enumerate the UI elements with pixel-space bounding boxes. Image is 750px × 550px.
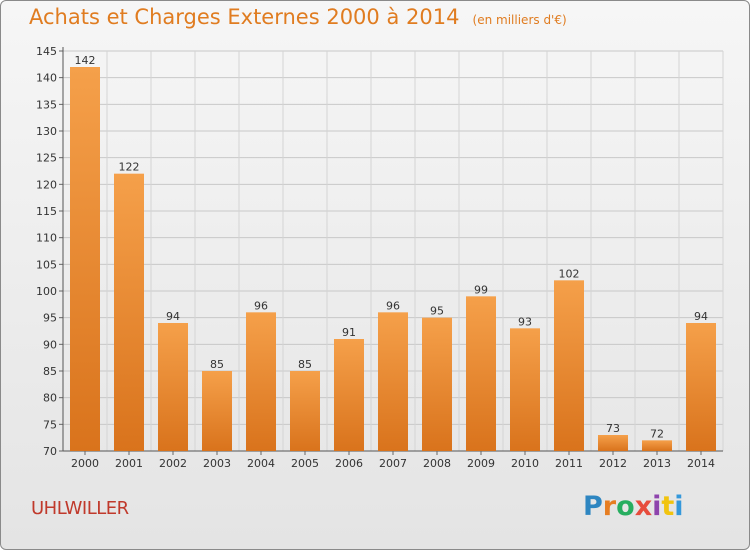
x-tick-label: 2007: [379, 457, 407, 470]
x-tick-label: 2004: [247, 457, 275, 470]
data-label: 122: [119, 161, 140, 174]
data-label: 142: [75, 54, 96, 67]
y-tick-label: 70: [43, 445, 57, 458]
data-label: 94: [694, 310, 708, 323]
commune-name: UHLWILLER: [31, 498, 129, 519]
data-label: 102: [559, 267, 580, 280]
logo-letter: P: [583, 491, 603, 522]
bar-2010[interactable]: [510, 328, 540, 451]
y-tick-label: 85: [43, 365, 57, 378]
y-tick-label: 120: [36, 178, 57, 191]
x-tick-label: 2008: [423, 457, 451, 470]
bar-2009[interactable]: [466, 296, 496, 451]
y-tick-label: 100: [36, 285, 57, 298]
title-row: Achats et Charges Externes 2000 à 2014 (…: [29, 5, 567, 29]
bar-2013[interactable]: [642, 440, 672, 451]
x-tick-label: 2006: [335, 457, 363, 470]
data-label: 96: [386, 299, 400, 312]
y-tick-label: 90: [43, 338, 57, 351]
bar-2007[interactable]: [378, 312, 408, 451]
x-tick-label: 2003: [203, 457, 231, 470]
data-label: 91: [342, 326, 356, 339]
y-tick-label: 130: [36, 125, 57, 138]
bar-2001[interactable]: [114, 173, 144, 451]
x-tick-label: 2012: [599, 457, 627, 470]
bar-2004[interactable]: [246, 312, 276, 451]
bar-2002[interactable]: [158, 323, 188, 451]
y-tick-label: 110: [36, 232, 57, 245]
x-tick-label: 2014: [687, 457, 715, 470]
x-tick-label: 2005: [291, 457, 319, 470]
logo-letter: o: [616, 491, 635, 522]
logo-letter: r: [602, 491, 617, 522]
data-label: 85: [210, 358, 224, 371]
logo-letter: i: [674, 491, 684, 522]
y-tick-label: 80: [43, 392, 57, 405]
chart-subtitle: (en milliers d'€): [472, 13, 567, 27]
y-tick-label: 115: [36, 205, 57, 218]
data-label: 94: [166, 310, 180, 323]
x-tick-label: 2011: [555, 457, 583, 470]
x-tick-label: 2013: [643, 457, 671, 470]
x-tick-label: 2001: [115, 457, 143, 470]
data-label: 85: [298, 358, 312, 371]
y-tick-label: 135: [36, 98, 57, 111]
chart-title: Achats et Charges Externes 2000 à 2014: [29, 5, 460, 29]
bar-2014[interactable]: [686, 323, 716, 451]
data-label: 73: [606, 422, 620, 435]
x-tick-label: 2009: [467, 457, 495, 470]
y-tick-label: 105: [36, 258, 57, 271]
bar-2005[interactable]: [290, 371, 320, 451]
bar-2012[interactable]: [598, 435, 628, 451]
y-tick-label: 95: [43, 312, 57, 325]
bar-2008[interactable]: [422, 317, 452, 451]
data-label: 93: [518, 315, 532, 328]
bar-2003[interactable]: [202, 371, 232, 451]
x-tick-label: 2010: [511, 457, 539, 470]
y-tick-label: 125: [36, 152, 57, 165]
data-label: 72: [650, 427, 664, 440]
logo-letter: x: [634, 491, 653, 522]
logo-letter: i: [652, 491, 662, 522]
data-label: 96: [254, 299, 268, 312]
bar-2006[interactable]: [334, 339, 364, 451]
proxiti-logo[interactable]: Proxiti: [583, 491, 684, 522]
x-tick-label: 2000: [71, 457, 99, 470]
y-tick-label: 145: [36, 45, 57, 58]
logo-letter: t: [661, 491, 675, 522]
data-label: 95: [430, 305, 444, 318]
y-tick-label: 140: [36, 72, 57, 85]
bar-2011[interactable]: [554, 280, 584, 451]
data-label: 99: [474, 283, 488, 296]
bar-2000[interactable]: [70, 67, 100, 451]
x-tick-label: 2002: [159, 457, 187, 470]
y-tick-label: 75: [43, 418, 57, 431]
